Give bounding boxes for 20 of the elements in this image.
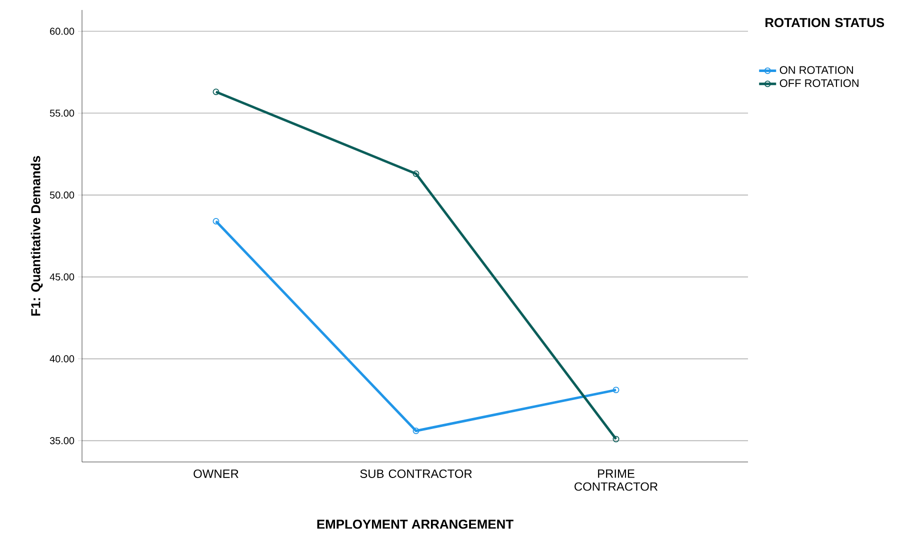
- point: [212, 218, 220, 224]
- y-tick-label: 45.00: [50, 273, 74, 280]
- x-axis-title: EMPLOYMENT ARRANGEMENT: [317, 520, 514, 529]
- y-tick-label: 35.00: [50, 437, 74, 444]
- point: [612, 436, 620, 442]
- legend-label: ON ROTATION: [780, 66, 853, 74]
- x-tick-label: PRIME CONTRACTOR: [574, 470, 658, 491]
- y-axis-title: F1: Quantitative Demands: [30, 156, 43, 316]
- y-tick-label: 40.00: [50, 355, 74, 362]
- x-tick-label: SUB CONTRACTOR: [360, 470, 472, 478]
- point: [412, 170, 420, 177]
- y-tick-label: 60.00: [50, 28, 74, 35]
- point: [412, 428, 420, 434]
- point: [212, 88, 220, 96]
- point: [612, 386, 620, 394]
- y-tick-label: 50.00: [50, 192, 74, 199]
- y-tick-label: 55.00: [50, 110, 74, 117]
- x-tick-label: OWNER: [194, 470, 238, 478]
- legend-label: OFF ROTATION: [780, 79, 858, 88]
- legend-title: ROTATION STATUS: [766, 18, 884, 28]
